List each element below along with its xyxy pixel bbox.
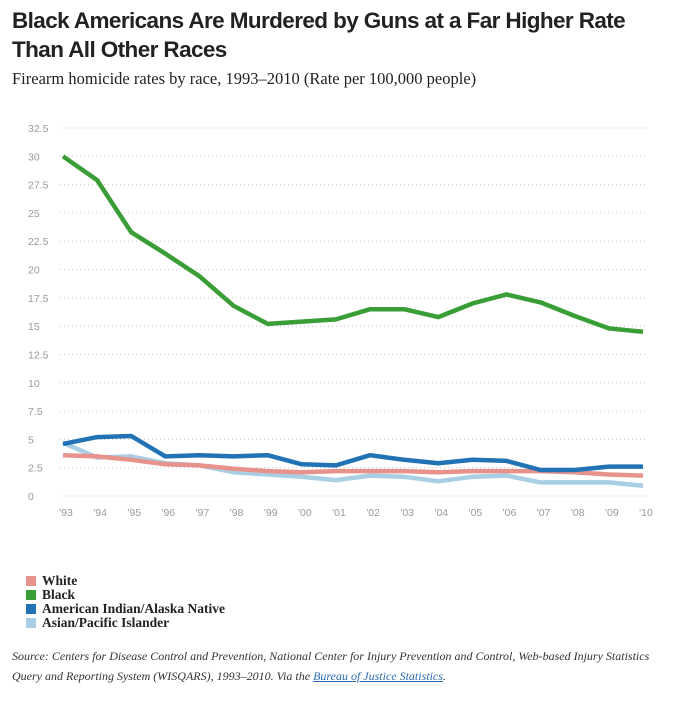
x-tick-label: '08 (571, 507, 585, 519)
x-tick-label: '10 (639, 507, 653, 519)
x-tick-label: '06 (503, 507, 517, 519)
legend-item: Black (26, 587, 225, 602)
legend: White Black American Indian/Alaska Native A… (26, 573, 226, 630)
y-tick-label: 27.5 (28, 180, 49, 192)
y-tick-label: 2.5 (28, 463, 43, 475)
x-axis-tick-labels: '93 '94 '95 '96 '97 '98 '99 '00 '01 '02 '03 '04 '05 '… (59, 507, 653, 519)
chart-title: Black Americans Are Murdered by Guns at … (12, 8, 626, 62)
x-tick-label: '96 (162, 507, 176, 519)
legend-label: Asian/Pacific Islander (42, 615, 170, 630)
series-lines (61, 154, 644, 489)
x-tick-label: '01 (332, 507, 346, 519)
x-tick-label: '95 (127, 507, 141, 519)
legend-item: Asian/Pacific Islander (26, 615, 225, 630)
y-tick-label: 30 (28, 151, 40, 163)
legend-item: American Indian/Alaska Native (26, 601, 226, 616)
y-tick-label: 15 (28, 321, 40, 333)
x-tick-label: '99 (264, 507, 278, 519)
source-text: Source: Centers for Disease Control and … (12, 649, 650, 683)
x-tick-label: '09 (605, 507, 619, 519)
source-link[interactable]: Bureau of Justice Statistics (313, 669, 443, 683)
x-tick-label: '02 (366, 507, 380, 519)
x-tick-label: '00 (298, 507, 312, 519)
legend-swatch (26, 576, 36, 586)
y-tick-label: 32.5 (28, 123, 49, 135)
legend-label: Black (42, 587, 76, 602)
x-tick-label: '97 (196, 507, 210, 519)
legend-label: White (42, 573, 78, 588)
y-axis-tick-labels: 0 2.5 5 7.5 10 12.5 15 17.5 20 22.5 25 27.5 30 32.5 (28, 123, 49, 503)
x-tick-label: '05 (469, 507, 483, 519)
series-line-american-indian-alaska-native (62, 433, 643, 473)
legend-label: American Indian/Alaska Native (42, 601, 226, 616)
x-tick-label: '04 (434, 507, 448, 519)
y-tick-label: 22.5 (28, 236, 49, 248)
y-tick-label: 10 (28, 378, 40, 390)
y-tick-label: 5 (28, 434, 34, 446)
source-note: Source: Centers for Disease Control and … (12, 646, 672, 686)
y-tick-label: 12.5 (28, 349, 49, 361)
series-line-black (61, 154, 644, 335)
legend-swatch (26, 604, 36, 614)
x-tick-label: '98 (230, 507, 244, 519)
chart-subtitle: Firearm homicide rates by race, 1993–201… (12, 69, 477, 88)
x-tick-label: '07 (537, 507, 551, 519)
y-tick-label: 7.5 (28, 406, 43, 418)
y-tick-label: 25 (28, 208, 40, 220)
legend-item: White (26, 573, 225, 588)
x-tick-label: '94 (93, 507, 107, 519)
line-chart: 0 2.5 5 7.5 10 12.5 15 17.5 20 22.5 25 27.5 30 32.5 '… (28, 123, 653, 519)
legend-swatch (26, 618, 36, 628)
y-tick-label: 0 (28, 491, 34, 503)
x-tick-label: '93 (59, 507, 73, 519)
x-tick-label: '03 (400, 507, 414, 519)
y-tick-label: 17.5 (28, 293, 49, 305)
legend-swatch (26, 590, 36, 600)
source-end: . (442, 669, 446, 683)
y-tick-label: 20 (28, 265, 40, 277)
